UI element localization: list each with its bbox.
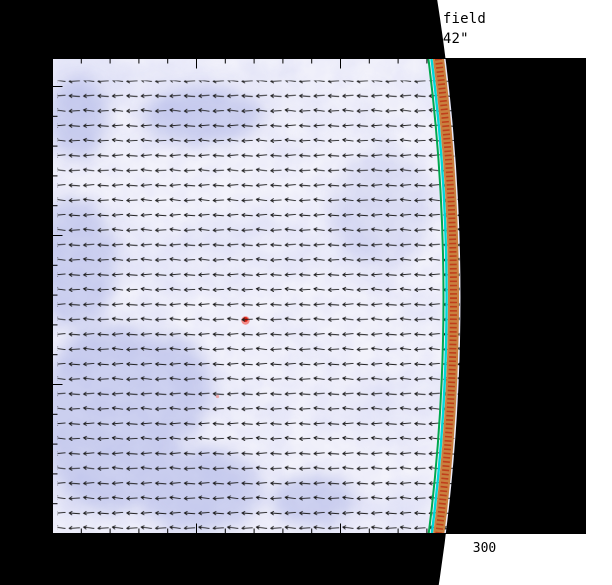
limb-bands	[418, 0, 459, 585]
x-tick-label-300: 300	[473, 541, 496, 556]
y-tick-label-0: 0	[36, 527, 44, 542]
y-axis-label: arc sec.	[3, 263, 19, 328]
y-tick-label-300: 300	[21, 80, 44, 95]
x-tick-label-100: 100	[185, 541, 208, 556]
limb-green-contour	[418, 0, 444, 585]
axes-box	[52, 58, 586, 534]
y-ticks	[52, 86, 586, 534]
x-ticks	[52, 58, 572, 534]
vector-arrow-grid	[57, 80, 460, 530]
x-tick-label-200: 200	[329, 541, 352, 556]
y-tick-label-100: 100	[21, 378, 44, 393]
x-tick-label-0: 0	[49, 541, 57, 556]
y-tick-label-200: 200	[21, 229, 44, 244]
plot-area	[0, 0, 586, 585]
x-axis-label: arc sec.	[277, 565, 342, 581]
limb-cyan-contour	[421, 0, 448, 585]
limb-red-speckles	[426, 0, 457, 585]
